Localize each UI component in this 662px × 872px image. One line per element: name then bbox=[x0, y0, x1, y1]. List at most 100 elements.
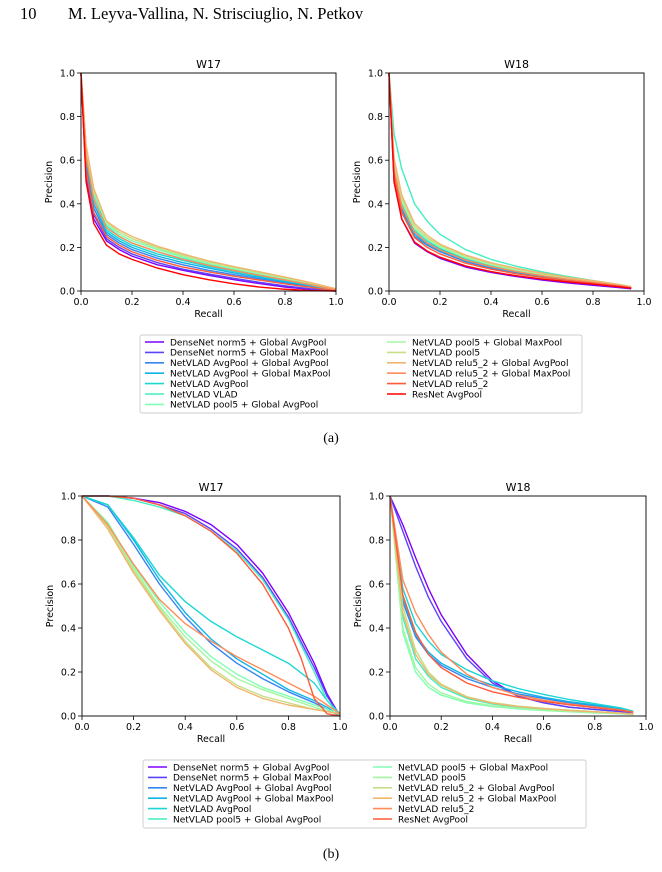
chart-title: W17 bbox=[199, 481, 224, 494]
legend-label: NetVLAD AvgPool bbox=[170, 380, 248, 390]
legend-label: NetVLAD AvgPool + Global AvgPool bbox=[170, 359, 329, 369]
series-line bbox=[81, 495, 341, 715]
figure-caption: (a) bbox=[323, 431, 339, 446]
legend-item: ResNet AvgPool bbox=[373, 815, 468, 825]
series-line bbox=[81, 495, 341, 715]
series-line bbox=[80, 72, 337, 290]
y-tick-label: 1.0 bbox=[369, 492, 384, 503]
x-tick-label: 0.4 bbox=[483, 297, 498, 308]
y-tick-label: 0.8 bbox=[368, 112, 383, 123]
legend-label: NetVLAD pool5 bbox=[398, 774, 466, 784]
x-tick-label: 0.6 bbox=[226, 297, 241, 308]
x-tick-label: 0.4 bbox=[178, 722, 193, 733]
y-axis-label: Precision bbox=[353, 585, 364, 627]
legend-item: DenseNet norm5 + Global AvgPool bbox=[145, 338, 326, 348]
x-tick-label: 0.0 bbox=[381, 297, 396, 308]
x-tick-label: 1.0 bbox=[332, 722, 347, 733]
series-line bbox=[389, 495, 634, 712]
y-tick-label: 0.2 bbox=[60, 243, 75, 254]
page-header: 10 M. Leyva-Vallina, N. Strisciuglio, N.… bbox=[20, 4, 640, 28]
y-tick-label: 0.0 bbox=[61, 712, 76, 723]
x-tick-label: 0.4 bbox=[485, 722, 500, 733]
legend-label: NetVLAD relu5_2 bbox=[412, 380, 488, 390]
chart-panel-3: 0.0 0.2 0.4 0.6 0.8 1.0 0.0 0.2 0.4 0.6 0.8 1.0 W17 R… bbox=[45, 481, 348, 745]
legend-item: ResNet AvgPool bbox=[387, 390, 482, 400]
series-line bbox=[388, 72, 632, 288]
series-line bbox=[389, 495, 634, 716]
legend-label: NetVLAD VLAD bbox=[170, 390, 238, 400]
running-authors: M. Leyva-Vallina, N. Strisciuglio, N. Pe… bbox=[68, 4, 364, 23]
chart-panel-1: 0.0 0.2 0.4 0.6 0.8 1.0 0.0 0.2 0.4 0.6 0.8 1.0 W17 R… bbox=[44, 58, 344, 320]
x-tick-label: 0.2 bbox=[434, 722, 449, 733]
legend-label: NetVLAD AvgPool + Global AvgPool bbox=[173, 784, 332, 794]
legend-item: NetVLAD AvgPool bbox=[148, 805, 251, 815]
series-line bbox=[388, 72, 632, 288]
series-line bbox=[388, 72, 632, 288]
legend-label: DenseNet norm5 + Global MaxPool bbox=[173, 774, 331, 784]
y-tick-label: 0.2 bbox=[368, 243, 383, 254]
legend-label: NetVLAD relu5_2 + Global AvgPool bbox=[412, 359, 568, 369]
x-tick-label: 0.0 bbox=[382, 722, 397, 733]
y-axis-label: Precision bbox=[352, 161, 363, 203]
series-group bbox=[388, 72, 632, 290]
y-tick-label: 0.0 bbox=[60, 287, 75, 298]
series-line bbox=[81, 495, 341, 715]
x-tick-label: 1.0 bbox=[638, 722, 653, 733]
x-axis-label: Recall bbox=[502, 309, 530, 320]
legend-label: DenseNet norm5 + Global AvgPool bbox=[170, 338, 326, 348]
x-tick-label: 0.8 bbox=[277, 297, 292, 308]
legend-item: NetVLAD VLAD bbox=[145, 390, 238, 400]
series-line bbox=[82, 495, 341, 717]
axes-frame bbox=[388, 72, 645, 292]
legend-item: NetVLAD pool5 + Global MaxPool bbox=[387, 338, 562, 348]
series-line bbox=[388, 72, 632, 289]
legend-item: DenseNet norm5 + Global MaxPool bbox=[148, 774, 331, 784]
legend-item: DenseNet norm5 + Global AvgPool bbox=[148, 763, 329, 773]
legend-label: ResNet AvgPool bbox=[398, 815, 468, 825]
series-line bbox=[80, 72, 337, 290]
y-tick-label: 0.2 bbox=[61, 668, 76, 679]
x-axis-label: Recall bbox=[194, 309, 222, 320]
x-tick-label: 0.0 bbox=[74, 722, 89, 733]
legend: DenseNet norm5 + Global AvgPoolDenseNet … bbox=[139, 334, 583, 414]
legend-item: NetVLAD pool5 + Global AvgPool bbox=[145, 401, 318, 411]
y-tick-label: 0.4 bbox=[60, 199, 75, 210]
legend-label: DenseNet norm5 + Global AvgPool bbox=[173, 763, 329, 773]
legend-item: NetVLAD pool5 bbox=[373, 774, 466, 784]
series-line bbox=[389, 495, 634, 713]
legend-label: NetVLAD AvgPool + Global MaxPool bbox=[170, 370, 330, 380]
series-line bbox=[388, 72, 632, 289]
legend-item: NetVLAD pool5 bbox=[387, 349, 480, 359]
y-tick-label: 0.4 bbox=[368, 199, 383, 210]
x-tick-label: 0.2 bbox=[126, 722, 141, 733]
legend-item: NetVLAD pool5 + Global MaxPool bbox=[373, 763, 548, 773]
x-tick-label: 0.0 bbox=[73, 297, 88, 308]
y-tick-label: 0.2 bbox=[369, 668, 384, 679]
legend-label: NetVLAD relu5_2 + Global AvgPool bbox=[398, 784, 554, 794]
legend-label: NetVLAD relu5_2 bbox=[398, 805, 474, 815]
legend-item: NetVLAD relu5_2 + Global MaxPool bbox=[387, 370, 570, 380]
series-line bbox=[388, 72, 632, 289]
series-line bbox=[80, 72, 337, 292]
series-line bbox=[388, 72, 632, 289]
series-group bbox=[389, 495, 634, 716]
axes-frame bbox=[80, 72, 337, 292]
page-number: 10 bbox=[20, 4, 37, 23]
series-line bbox=[388, 72, 632, 290]
series-line bbox=[388, 72, 632, 289]
series-line bbox=[389, 495, 634, 713]
y-tick-label: 1.0 bbox=[60, 69, 75, 80]
axes-frame bbox=[81, 495, 341, 717]
y-axis-label: Precision bbox=[45, 585, 56, 627]
series-line bbox=[80, 72, 337, 292]
x-tick-label: 0.8 bbox=[281, 722, 296, 733]
x-tick-label: 1.0 bbox=[328, 297, 343, 308]
legend-label: NetVLAD pool5 bbox=[412, 349, 480, 359]
series-line bbox=[388, 72, 632, 289]
y-tick-label: 0.8 bbox=[61, 536, 76, 547]
series-line bbox=[388, 72, 632, 288]
x-axis-label: Recall bbox=[504, 734, 532, 745]
axes-frame bbox=[389, 495, 647, 717]
series-line bbox=[388, 72, 632, 289]
x-axis-label: Recall bbox=[197, 734, 225, 745]
